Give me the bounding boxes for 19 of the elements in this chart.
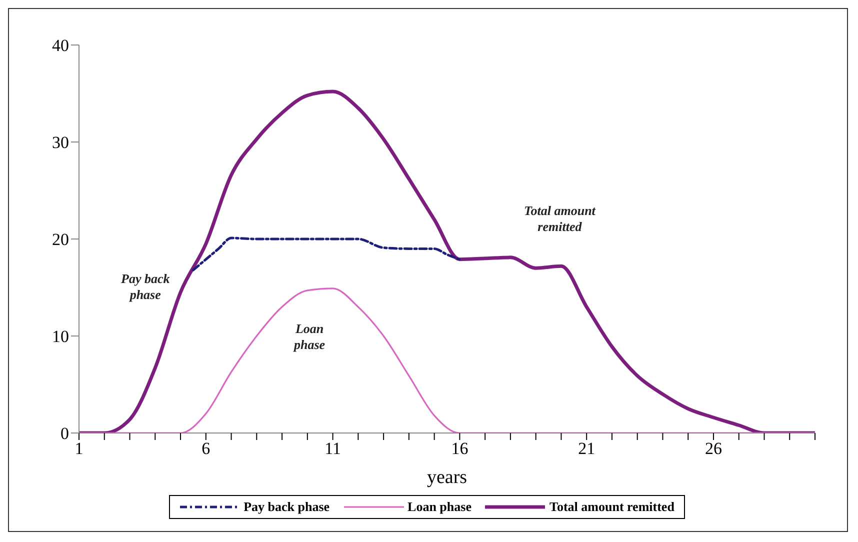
legend-label: Pay back phase	[244, 499, 330, 515]
x-tick-label: 11	[324, 439, 341, 458]
line-series	[192, 236, 461, 272]
annotation: Loan phase	[294, 321, 326, 353]
annotation: Pay back phase	[121, 271, 170, 303]
x-tick-label: 16	[451, 439, 468, 458]
y-tick-label: 40	[52, 36, 69, 56]
y-tick-label: 20	[52, 230, 69, 250]
x-tick-label: 6	[202, 439, 210, 458]
x-axis-title: years	[426, 467, 468, 488]
y-tick-label: 10	[52, 327, 69, 346]
legend-label: Loan phase	[408, 499, 472, 515]
legend-label: Total amount remitted	[549, 499, 674, 515]
y-tick-label: 30	[52, 133, 69, 152]
y-tick-label: 0	[60, 424, 69, 444]
x-tick-label: 21	[578, 439, 596, 458]
annotation: Total amount remitted	[524, 203, 596, 235]
x-tick-label: 26	[704, 439, 722, 458]
x-tick-label: 1	[74, 439, 84, 458]
